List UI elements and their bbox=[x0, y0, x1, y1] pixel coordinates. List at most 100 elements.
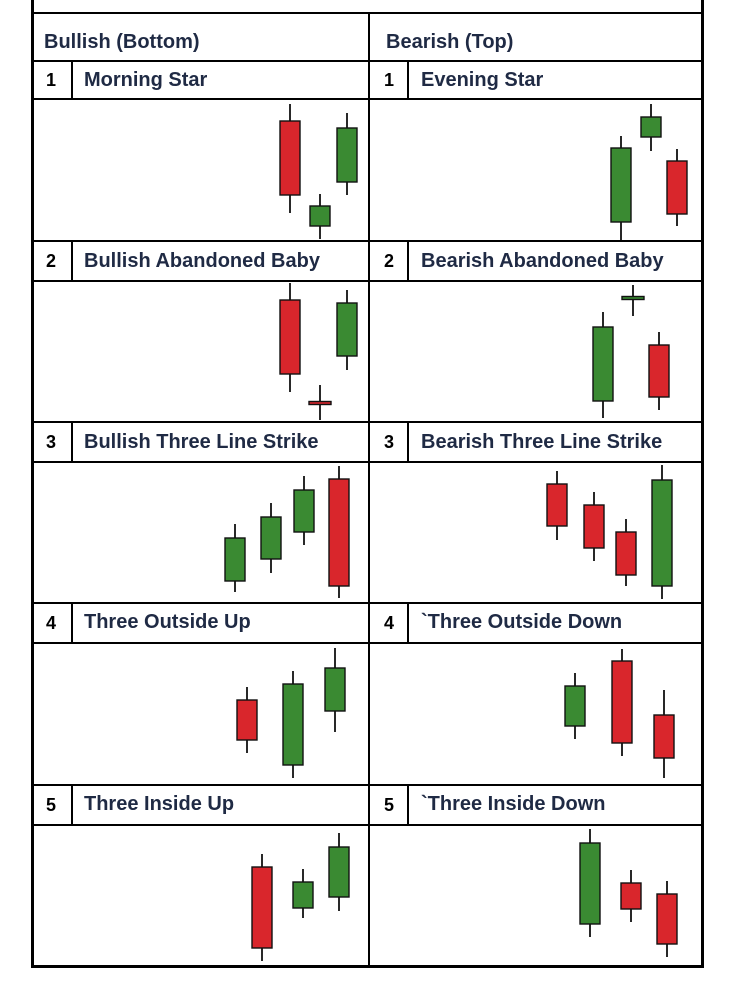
bullish-candle bbox=[621, 285, 645, 316]
row-number: 2 bbox=[384, 251, 395, 271]
num-sep bbox=[71, 421, 73, 461]
candle-body bbox=[640, 116, 662, 138]
row-number: 4 bbox=[46, 613, 57, 633]
candle-body bbox=[592, 326, 614, 402]
bearish-candle bbox=[328, 466, 350, 598]
num-sep bbox=[407, 421, 409, 461]
rule-row3 bbox=[34, 421, 701, 423]
candle-body bbox=[251, 866, 273, 949]
bearish-candle bbox=[308, 385, 332, 420]
bearish-candle bbox=[251, 854, 273, 961]
candle-body bbox=[324, 667, 346, 712]
bullish-candle bbox=[328, 833, 350, 911]
pattern-name: Morning Star bbox=[84, 69, 208, 91]
candle-body bbox=[292, 881, 314, 909]
num-sep bbox=[71, 240, 73, 280]
rule-row4-title bbox=[34, 642, 701, 644]
candlestick-patterns-table: Bullish (Bottom) Bearish (Top) 1 Morning… bbox=[31, 0, 704, 968]
pattern-name: Three Outside Up bbox=[84, 611, 251, 633]
candle-body bbox=[236, 699, 258, 741]
candle-body bbox=[583, 504, 605, 549]
rule-row3-title bbox=[34, 461, 701, 463]
candle-body bbox=[308, 400, 332, 406]
candle-body bbox=[336, 127, 358, 183]
candle-body bbox=[279, 120, 301, 196]
bullish-candle bbox=[651, 465, 673, 599]
bullish-candle bbox=[292, 869, 314, 918]
row-number: 4 bbox=[384, 613, 395, 633]
bullish-candle bbox=[309, 194, 331, 239]
bearish-column-header: Bearish (Top) bbox=[386, 31, 514, 53]
row-number: 5 bbox=[46, 795, 57, 815]
pattern-name: Bearish Abandoned Baby bbox=[421, 250, 664, 272]
rule-row2-title bbox=[34, 280, 701, 282]
bullish-candle bbox=[640, 104, 662, 151]
rule-row4 bbox=[34, 602, 701, 604]
candle-body bbox=[282, 683, 304, 766]
row-number: 3 bbox=[46, 432, 57, 452]
bearish-candle bbox=[666, 149, 688, 226]
candle-body bbox=[615, 531, 637, 576]
row-number: 1 bbox=[384, 70, 395, 90]
bearish-candle bbox=[279, 104, 301, 213]
column-divider bbox=[368, 14, 370, 965]
candle-body bbox=[564, 685, 586, 727]
row-number: 2 bbox=[46, 251, 57, 271]
pattern-name: Bullish Abandoned Baby bbox=[84, 250, 320, 272]
pattern-name: Evening Star bbox=[421, 69, 544, 91]
candle-body bbox=[621, 295, 645, 301]
num-sep bbox=[71, 602, 73, 642]
candle-body bbox=[260, 516, 282, 560]
candle-body bbox=[293, 489, 315, 533]
num-sep bbox=[407, 240, 409, 280]
rule-row5-title bbox=[34, 824, 701, 826]
bearish-candle bbox=[583, 492, 605, 561]
bullish-candle bbox=[293, 476, 315, 545]
bullish-candle bbox=[564, 673, 586, 739]
candle-body bbox=[279, 299, 301, 375]
rule-row1-title bbox=[34, 98, 701, 100]
bullish-candle bbox=[336, 290, 358, 370]
bearish-candle bbox=[620, 870, 642, 922]
bullish-candle bbox=[224, 524, 246, 592]
bearish-candle bbox=[546, 471, 568, 540]
bullish-candle bbox=[260, 503, 282, 573]
candle-body bbox=[309, 205, 331, 227]
rule-top bbox=[34, 12, 701, 14]
bearish-candle bbox=[615, 519, 637, 586]
candle-body bbox=[666, 160, 688, 215]
num-sep bbox=[407, 60, 409, 98]
candle-body bbox=[336, 302, 358, 357]
candle-body bbox=[651, 479, 673, 587]
bullish-candle bbox=[610, 136, 632, 240]
rule-row5 bbox=[34, 784, 701, 786]
row-number: 5 bbox=[384, 795, 395, 815]
pattern-name: Three Inside Up bbox=[84, 793, 235, 815]
candle-body bbox=[611, 660, 633, 744]
bearish-candle bbox=[279, 283, 301, 392]
pattern-name: Bearish Three Line Strike bbox=[421, 431, 663, 453]
bearish-candle bbox=[611, 649, 633, 756]
candle-body bbox=[224, 537, 246, 582]
bullish-candle bbox=[592, 312, 614, 418]
pattern-name: `Three Outside Down bbox=[421, 611, 623, 633]
pattern-name: Bullish Three Line Strike bbox=[84, 431, 319, 453]
candlestick-illustrations bbox=[224, 104, 688, 961]
num-sep bbox=[407, 784, 409, 824]
bearish-candle bbox=[653, 690, 675, 778]
rule-header bbox=[34, 60, 701, 62]
candle-body bbox=[610, 147, 632, 223]
bullish-candle bbox=[282, 671, 304, 778]
candle-body bbox=[620, 882, 642, 910]
candle-body bbox=[328, 478, 350, 587]
bullish-candle bbox=[324, 648, 346, 732]
candle-body bbox=[328, 846, 350, 898]
bearish-candle bbox=[236, 687, 258, 753]
candle-body bbox=[656, 893, 678, 945]
bullish-column-header: Bullish (Bottom) bbox=[44, 31, 200, 53]
candle-body bbox=[648, 344, 670, 398]
candle-body bbox=[579, 842, 601, 925]
num-sep bbox=[407, 602, 409, 642]
rule-row2 bbox=[34, 240, 701, 242]
candle-body bbox=[546, 483, 568, 527]
